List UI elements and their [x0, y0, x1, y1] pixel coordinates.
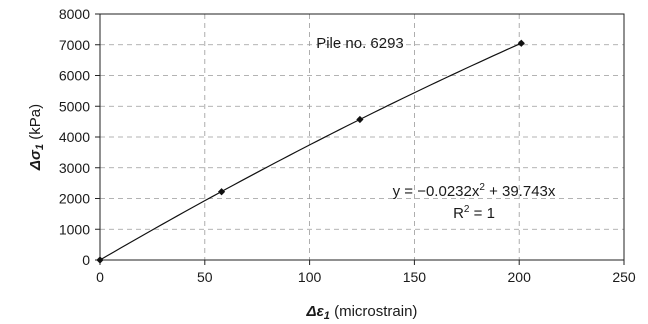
y-axis-unit: (kPa)	[27, 104, 44, 144]
x-tick-label: 0	[96, 269, 104, 285]
r-squared-label: R	[453, 205, 464, 222]
x-axis-unit: (microstrain)	[330, 303, 418, 320]
fit-equation-sup: 2	[479, 182, 485, 193]
x-tick-labels: 0 50 100 150 200 250	[96, 269, 636, 285]
y-tick-label: 8000	[59, 6, 90, 22]
data-markers	[96, 39, 525, 264]
y-tick-label: 6000	[59, 68, 90, 84]
x-tick-label: 250	[612, 269, 636, 285]
x-axis-symbol: Δε	[306, 303, 325, 320]
fit-equation-main: y = −0.0232x	[393, 183, 480, 200]
r-squared: R2 = 1	[453, 204, 495, 222]
y-tick-label: 4000	[59, 129, 90, 145]
x-axis-subscript: 1	[324, 310, 330, 322]
x-tick-label: 50	[197, 269, 213, 285]
data-point	[217, 188, 226, 196]
y-axis-symbol: Δσ	[27, 149, 44, 171]
y-tick-label: 5000	[59, 98, 90, 114]
y-tick-labels: 0 1000 2000 3000 4000 5000 6000 7000 8000	[59, 6, 90, 268]
x-axis-title: Δε1 (microstrain)	[306, 303, 418, 322]
y-tick-label: 7000	[59, 37, 90, 53]
x-tick-label: 150	[403, 269, 427, 285]
grid	[100, 14, 624, 260]
fit-equation-tail: + 39.743x	[485, 183, 556, 200]
data-point	[356, 115, 364, 124]
fit-curve	[99, 42, 522, 261]
pile-annotation: Pile no. 6293	[316, 35, 404, 52]
r-squared-tail: = 1	[469, 205, 494, 222]
y-tick-label: 2000	[59, 191, 90, 207]
fit-equation: y = −0.0232x2 + 39.743x	[393, 182, 556, 200]
x-tick-label: 200	[508, 269, 532, 285]
r-squared-sup: 2	[464, 204, 470, 215]
y-axis-title: Δσ1 (kPa)	[27, 104, 46, 171]
y-tick-label: 0	[82, 252, 90, 268]
x-tick-label: 100	[298, 269, 322, 285]
y-tick-label: 1000	[59, 221, 90, 237]
y-tick-label: 3000	[59, 160, 90, 176]
y-axis-subscript: 1	[34, 144, 46, 150]
data-point	[517, 39, 525, 47]
data-point	[96, 256, 104, 264]
